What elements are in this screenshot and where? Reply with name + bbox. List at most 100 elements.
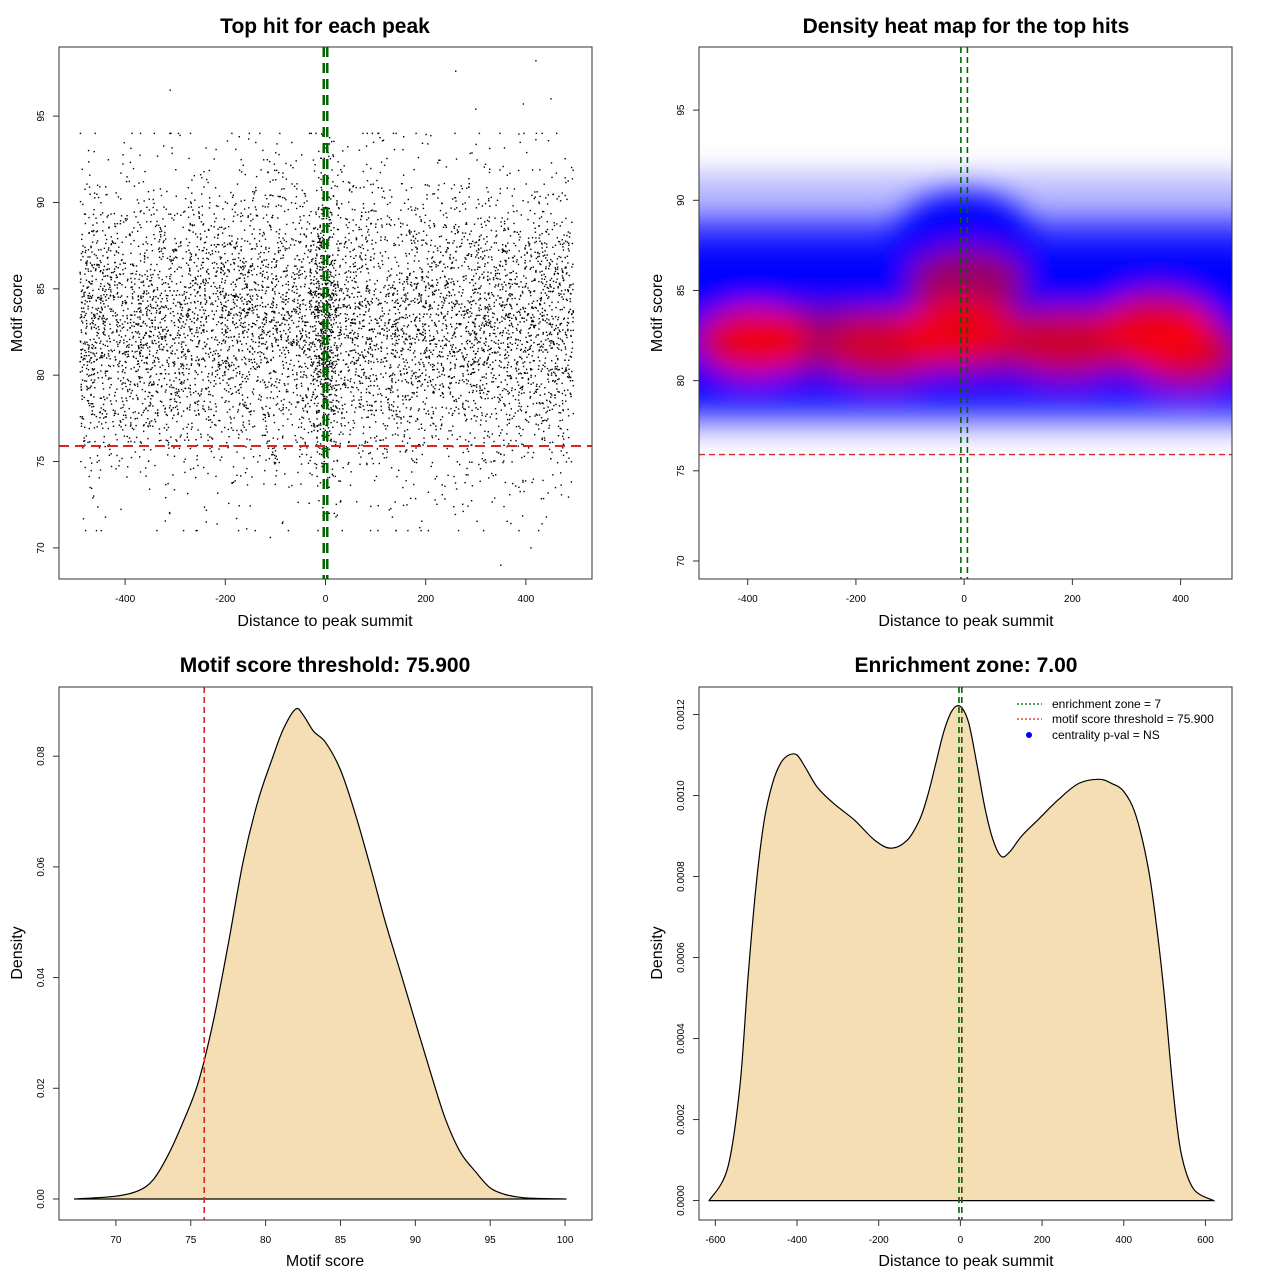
scatter-point (268, 224, 271, 226)
scatter-point (423, 306, 425, 308)
scatter-point (238, 365, 240, 368)
scatter-point (217, 267, 219, 269)
scatter-point (177, 312, 179, 315)
scatter-point (408, 335, 410, 337)
scatter-point (548, 262, 551, 264)
scatter-point (236, 474, 238, 476)
scatter-point (185, 319, 188, 321)
scatter-point (561, 367, 563, 370)
scatter-point (130, 286, 132, 289)
scatter-point (302, 410, 305, 412)
scatter-point (406, 442, 409, 444)
scatter-point (188, 387, 190, 389)
scatter-point (432, 413, 435, 415)
scatter-point (315, 278, 318, 280)
scatter-point (344, 320, 347, 323)
scatter-point (265, 334, 268, 336)
scatter-point (216, 373, 219, 376)
scatter-point (88, 404, 91, 407)
scatter-point (557, 301, 559, 303)
scatter-point (488, 216, 491, 218)
scatter-point (171, 345, 173, 347)
scatter-point (553, 272, 556, 275)
scatter-point (190, 394, 192, 396)
scatter-point (325, 287, 327, 290)
scatter-point (160, 228, 162, 230)
scatter-point (529, 397, 531, 399)
scatter-point (347, 288, 349, 290)
scatter-point (218, 377, 221, 379)
scatter-point (390, 409, 393, 411)
scatter-point (156, 349, 158, 352)
scatter-point (394, 329, 397, 331)
scatter-point (497, 295, 499, 297)
scatter-point (213, 261, 216, 264)
scatter-point (121, 397, 123, 399)
scatter-point (158, 428, 161, 430)
scatter-point (545, 268, 547, 270)
scatter-point (441, 484, 443, 486)
scatter-point (443, 263, 445, 265)
scatter-point (413, 283, 416, 285)
scatter-point (568, 376, 571, 378)
scatter-point (442, 396, 445, 398)
scatter-point (196, 327, 198, 329)
scatter-point (85, 249, 87, 252)
scatter-point (505, 263, 507, 265)
scatter-point (389, 364, 392, 366)
scatter-point (414, 255, 416, 257)
scatter-point (156, 220, 158, 223)
scatter-point (151, 299, 154, 301)
scatter-point (401, 350, 403, 352)
scatter-point (296, 336, 298, 338)
scatter-point (421, 271, 423, 273)
scatter-point (188, 368, 190, 370)
scatter-point (403, 436, 405, 438)
scatter-point (87, 375, 90, 377)
scatter-point (558, 240, 560, 243)
scatter-point (376, 358, 378, 360)
scatter-point (102, 322, 104, 325)
scatter-point (134, 384, 136, 386)
scatter-point (108, 283, 110, 286)
scatter-point (235, 391, 237, 393)
scatter-point (458, 350, 460, 352)
scatter-point (486, 186, 488, 189)
scatter-point (452, 350, 454, 353)
scatter-point (522, 479, 524, 482)
scatter-point (521, 343, 523, 346)
scatter-point (561, 275, 564, 277)
scatter-point (271, 289, 274, 291)
scatter-point (294, 273, 296, 276)
scatter-point (368, 337, 371, 339)
scatter-point (109, 358, 111, 360)
scatter-point (96, 426, 98, 428)
scatter-point (366, 240, 369, 242)
scatter-point (484, 292, 486, 294)
scatter-point (161, 278, 163, 281)
scatter-point (133, 428, 135, 431)
scatter-point (158, 440, 161, 442)
scatter-point (180, 388, 183, 391)
scatter-point (104, 370, 107, 372)
scatter-point (493, 242, 496, 244)
scatter-point (455, 358, 458, 360)
scatter-point (325, 217, 328, 220)
scatter-point (158, 337, 160, 339)
scatter-point (349, 306, 351, 308)
scatter-point (122, 163, 124, 165)
scatter-point (239, 307, 241, 309)
scatter-point (353, 422, 356, 424)
scatter-point (517, 344, 519, 346)
scatter-point (90, 413, 93, 416)
scatter-point (128, 346, 130, 348)
scatter-point (84, 314, 86, 317)
scatter-point (348, 441, 350, 444)
scatter-point (304, 195, 307, 197)
scatter-point (298, 401, 300, 403)
scatter-point (457, 231, 459, 234)
scatter-point (175, 242, 177, 245)
scatter-point (240, 267, 242, 269)
scatter-point (167, 444, 169, 446)
